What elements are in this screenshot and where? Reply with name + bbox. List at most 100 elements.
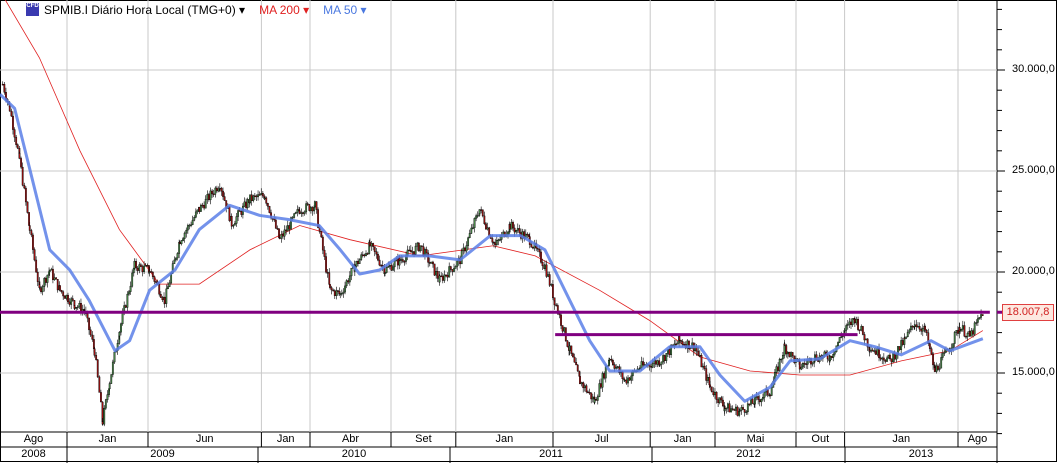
candle — [173, 259, 176, 264]
legend-symbol-label: SPMIB.I Diário Hora Local (TMG+0) — [44, 3, 236, 17]
legend-ma50-label: MA 50 — [323, 3, 358, 17]
candle — [722, 399, 724, 407]
candle — [16, 144, 19, 149]
candle — [56, 279, 59, 291]
candle — [728, 403, 731, 413]
candle — [392, 266, 394, 271]
candle — [552, 284, 554, 298]
candle — [499, 239, 501, 241]
candle — [246, 199, 249, 208]
candle — [280, 234, 283, 239]
candle — [223, 196, 226, 201]
candle — [361, 254, 364, 256]
legend-ma200-label: MA 200 — [259, 3, 300, 17]
candle — [41, 286, 44, 293]
y-tick-label: 30.000,0 — [1012, 63, 1055, 75]
candle — [743, 409, 746, 413]
candle — [428, 262, 431, 264]
legend-symbol[interactable]: SPMIB.I Diário Hora Local (TMG+0) ▾ — [44, 3, 246, 17]
candle — [67, 294, 69, 303]
candle — [803, 363, 806, 365]
candle — [582, 382, 585, 389]
candle — [345, 280, 348, 287]
last-price-label: 18.007,8 — [1002, 304, 1054, 321]
candle — [892, 353, 895, 363]
candle — [781, 355, 784, 360]
candle — [890, 358, 893, 363]
candle — [757, 396, 760, 400]
candle — [485, 223, 487, 230]
candle — [662, 355, 665, 363]
candle — [348, 275, 351, 283]
candle — [344, 285, 346, 293]
candle — [736, 406, 739, 416]
candle — [167, 286, 169, 290]
candle — [530, 244, 533, 248]
x-month-label: Jan — [673, 433, 692, 445]
candle — [350, 267, 353, 277]
cfd-badge-text: CFD — [26, 3, 39, 9]
candle — [454, 266, 457, 269]
candle — [98, 376, 101, 393]
candle — [300, 212, 303, 214]
candle — [735, 406, 737, 411]
candle — [515, 230, 518, 233]
candle — [222, 190, 224, 197]
candle — [48, 270, 51, 272]
candle — [748, 403, 751, 406]
candle — [805, 363, 808, 365]
candle — [212, 193, 215, 196]
legend-ma200[interactable]: MA 200 ▾ — [259, 3, 310, 17]
x-month-label: Jan — [892, 433, 911, 445]
candle — [910, 325, 912, 331]
candle — [848, 321, 851, 325]
candle — [449, 266, 452, 270]
candle — [255, 195, 258, 198]
candle — [920, 328, 923, 332]
candle — [874, 350, 877, 355]
candle — [1, 83, 4, 86]
candle — [186, 225, 189, 231]
candle — [778, 359, 781, 371]
candle — [360, 254, 363, 260]
candle — [320, 231, 323, 238]
candle — [873, 350, 876, 352]
candle — [71, 298, 74, 301]
candle — [387, 266, 390, 268]
candle — [315, 201, 318, 210]
candle — [35, 259, 38, 273]
candle — [610, 358, 613, 361]
candle — [332, 289, 335, 292]
candle — [366, 253, 369, 255]
candle — [357, 261, 359, 264]
candle — [786, 352, 789, 355]
candle — [769, 394, 771, 397]
candle — [52, 268, 54, 280]
candle — [253, 195, 256, 197]
candle — [758, 399, 761, 403]
candle — [250, 194, 253, 201]
candle — [625, 379, 628, 384]
x-month-label: Out — [811, 433, 830, 445]
legend-ma50[interactable]: MA 50 ▾ — [323, 3, 367, 17]
candle — [832, 354, 835, 358]
candle — [120, 323, 122, 333]
candle — [232, 225, 235, 227]
candle — [886, 357, 888, 362]
candle — [572, 353, 574, 358]
candle — [68, 301, 71, 305]
candle — [176, 253, 179, 259]
candle — [44, 278, 47, 283]
candle — [917, 326, 919, 328]
candle — [388, 265, 391, 267]
candle — [583, 385, 586, 389]
candle — [911, 325, 914, 328]
candle — [742, 407, 744, 410]
candle — [798, 361, 801, 370]
candle — [121, 312, 124, 325]
candle — [738, 410, 741, 412]
candle — [50, 268, 53, 271]
candle — [868, 349, 871, 352]
